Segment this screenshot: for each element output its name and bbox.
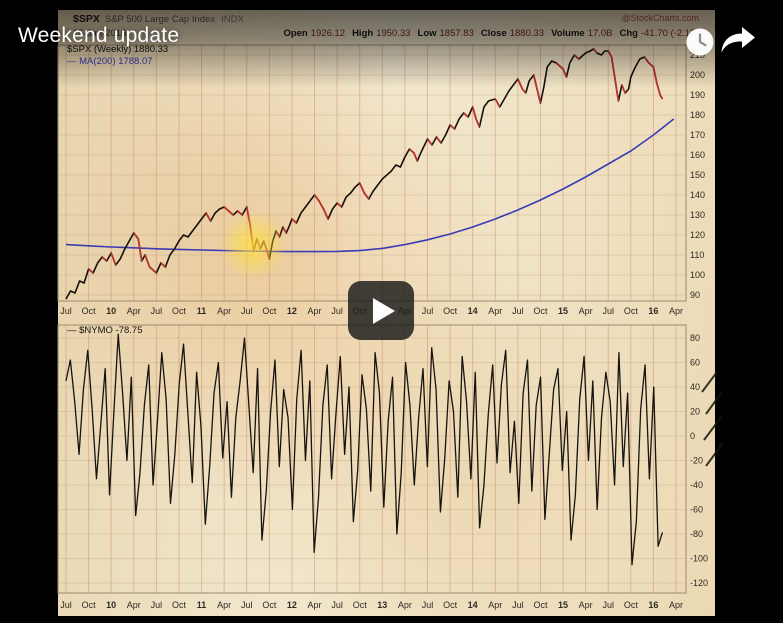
watch-later-button[interactable] [685,27,715,57]
quote-value: 1857.83 [439,28,474,39]
clock-icon [686,28,714,56]
share-button[interactable] [720,26,756,54]
quote-label: High [352,28,374,39]
quote-value: 17.0B [587,28,613,39]
video-title: Weekend update [18,24,180,47]
share-arrow-icon [721,27,755,53]
stockcharts-watermark: @StockCharts.com [621,13,699,23]
quote-value: 1926.12 [310,28,346,39]
quote-label: Chg [619,28,638,39]
nymo-legend: — $NYMO -78.75 [67,325,143,336]
exchange-label: INDX [221,14,244,25]
play-button[interactable] [348,281,414,340]
quote-label: Open [283,28,308,39]
quote-label: Close [480,28,507,39]
quote-value: 1950.33 [376,28,411,39]
play-icon [372,297,395,324]
quote-label: Volume [551,28,585,39]
ohlc-quote-row: Open 1926.12 High 1950.33 Low 1857.83 Close 188… [276,28,707,39]
ma200-legend: — MA(200) 1788.07 [67,56,153,67]
quote-value: 1880.33 [509,28,545,39]
quote-label: Low [417,28,437,39]
